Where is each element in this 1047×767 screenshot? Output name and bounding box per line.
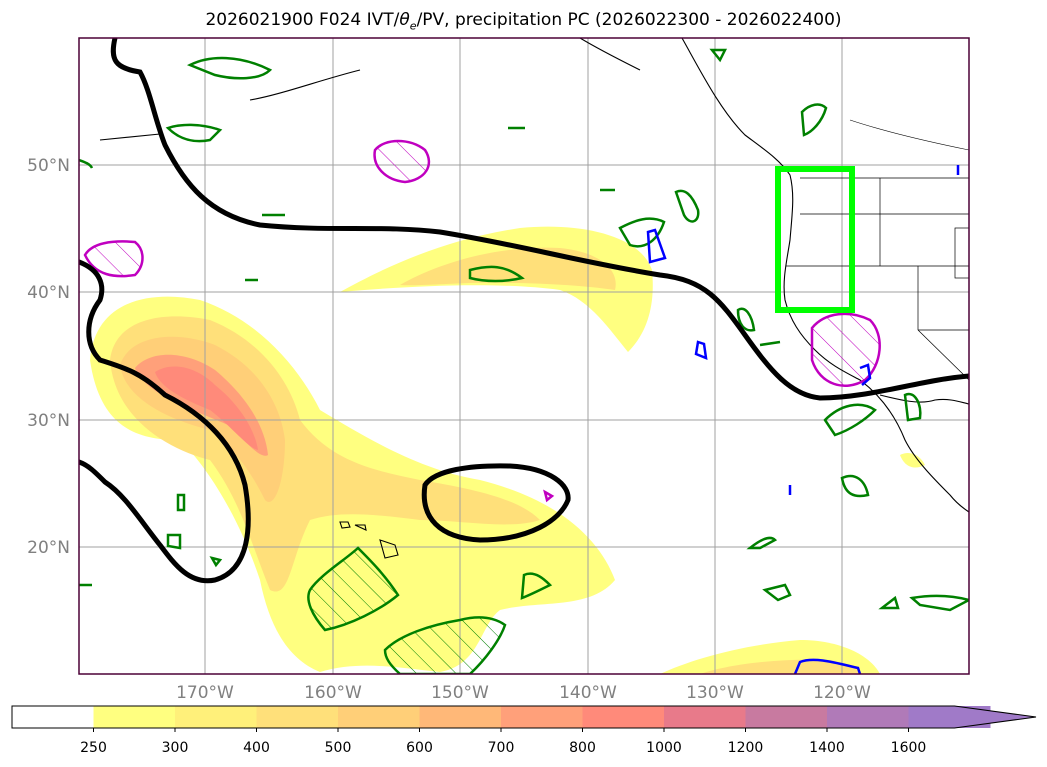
colorbar-tick-label: 400 [243,740,270,756]
colorbar-tick-label: 500 [325,740,352,756]
lat-label: 30°N [27,411,70,431]
theta-e-contours [79,38,969,584]
colorbar-tick-label: 1200 [728,740,764,756]
lat-label: 20°N [27,538,70,558]
state-borders [786,177,969,381]
lon-label: 120°W [813,683,871,703]
region-box [775,166,855,313]
colorbar-swatch [745,706,828,728]
pv-blue-contours [646,165,960,674]
lon-label: 170°W [176,683,234,703]
colorbar-tick-label: 800 [569,740,596,756]
colorbar-tick-label: 700 [488,740,515,756]
colorbar-tick-label: 600 [406,740,433,756]
colorbar-tick-label: 300 [162,740,189,756]
colorbar-swatch [12,706,94,728]
map-gridlines [79,38,969,674]
colorbar-swatch [664,706,746,728]
colorbar-swatch [827,706,909,728]
colorbar-swatch [501,706,583,728]
ivt-shading [90,226,925,674]
pv-contours [79,48,969,674]
lat-label: 40°N [27,283,70,303]
colorbar-swatch [582,706,665,728]
colorbar-swatch [338,706,420,728]
colorbar-tick-label: 1400 [809,740,845,756]
lat-label: 50°N [27,156,70,176]
colorbar: 250 300 400 500 600 700 800 1000 1200 1400 1600 [11,705,1037,756]
colorbar-swatch [93,706,176,728]
colorbar-swatch [256,706,339,728]
colorbar-swatch [175,706,257,728]
lon-label: 160°W [304,683,362,703]
colorbar-tick-label: 250 [80,740,107,756]
map-frame [78,37,970,675]
lon-label: 150°W [431,683,489,703]
colorbar-tick-label: 1600 [891,740,927,756]
map-title: 2026021900 F024 IVT/θe/PV, precipitation… [205,10,842,33]
colorbar-outline [11,705,1037,729]
lon-label: 130°W [686,683,744,703]
coastlines [99,38,969,559]
lon-label: 140°W [559,683,617,703]
colorbar-tick-label: 1000 [646,740,682,756]
colorbar-extend-arrow [908,706,1036,728]
colorbar-swatch [419,706,502,728]
